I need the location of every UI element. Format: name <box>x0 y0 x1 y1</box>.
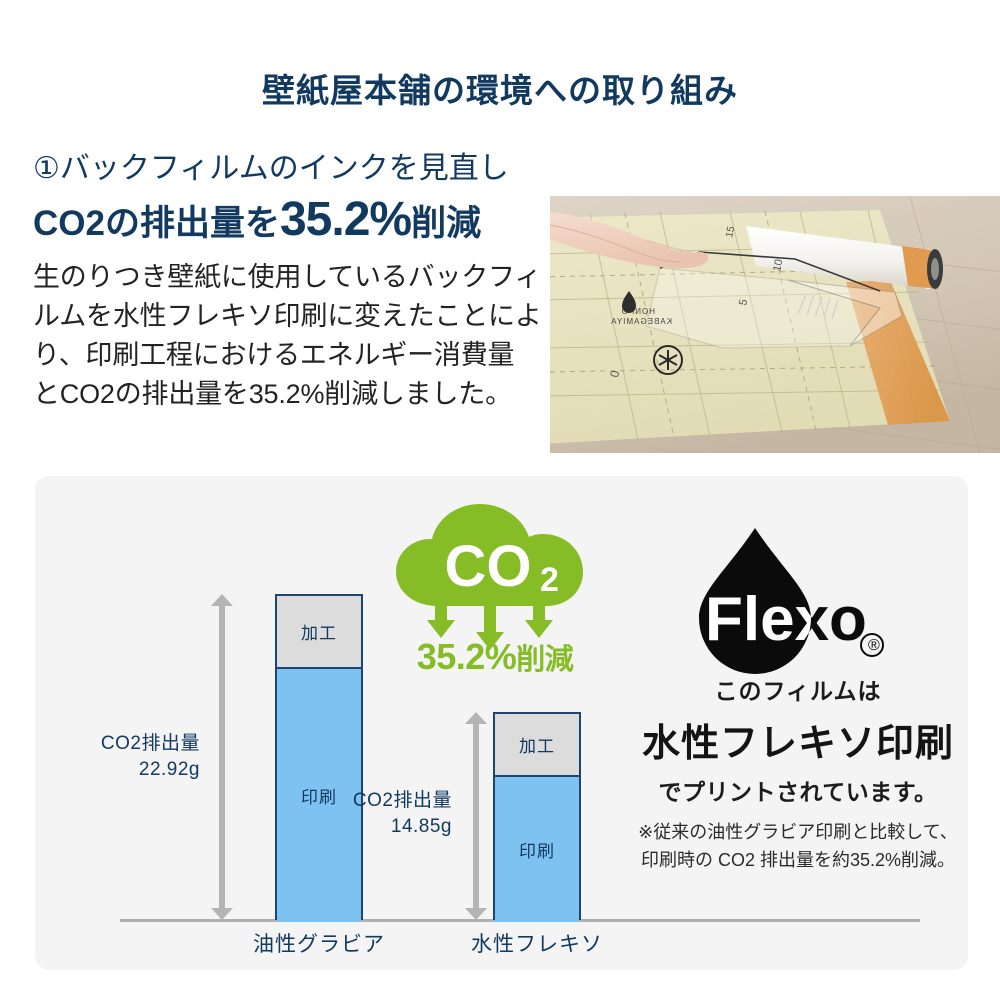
wallpaper-backfilm-photo: KABEGAMIYA HONPO 0 5 10 15 <box>550 196 1000 453</box>
intro-step-heading: ①バックフィルムのインクを見直し <box>33 152 509 185</box>
category-label-flexo: 水性フレキソ <box>471 933 603 956</box>
co2-reduction-value: 35.2% <box>416 636 517 677</box>
arrow-head-up-icon <box>465 712 487 724</box>
co2-reduction-suffix: 削減 <box>516 644 574 676</box>
flexo-caption-line2: 水性フレキソ印刷 <box>641 723 954 765</box>
flexo-droplet-icon: Flexo Flexo ® <box>699 528 884 674</box>
intro-body-line: ルムを水性フレキソ印刷に変えたことによ <box>33 301 542 332</box>
intro-body-line: り、印刷工程におけるエネルギー消費量 <box>33 340 515 371</box>
measure-arrow-flexo <box>465 712 487 920</box>
flexo-wordmark-shadow: Flexo <box>705 585 867 654</box>
bar-gravure: 加工 印刷 <box>275 594 363 922</box>
intro-body-line: とCO2の排出量を35.2%削減しました。 <box>33 378 512 409</box>
cloud-down-arrows <box>427 604 553 650</box>
intro-subheading-prefix: CO2の排出量を <box>33 203 280 243</box>
svg-text:2: 2 <box>540 561 559 599</box>
value-label-caption: CO2排出量 <box>100 733 200 754</box>
flexo-info-block: Flexo Flexo ® このフィルムは 水性フレキソ印刷 でプリントされてい… <box>633 516 963 875</box>
arrow-head-down-icon <box>211 908 233 920</box>
intro-section: ①バックフィルムのインクを見直し CO2の排出量を35.2%削減 生のりつき壁紙… <box>33 150 542 414</box>
intro-subheading: CO2の排出量を35.2%削減 <box>33 192 533 247</box>
flexo-footnote-line: ※従来の油性グラビア印刷と比較して、 <box>638 822 958 842</box>
flexo-caption-line3: でプリントされています。 <box>658 779 938 805</box>
arrow-head-down-icon <box>465 908 487 920</box>
svg-text:15: 15 <box>724 225 737 239</box>
co2-cloud-graphic: CO 2 <box>380 494 610 694</box>
intro-subheading-suffix: 削減 <box>411 203 482 243</box>
bar-segment-printing: 印刷 <box>495 777 579 922</box>
flexo-caption-line1: このフィルムは <box>714 678 882 704</box>
co2-bar-chart: CO2排出量 22.92g 加工 印刷 油性グラビア CO2排出量 14.85g <box>35 476 920 970</box>
intro-body-line: 生のりつき壁紙に使用しているバックフィ <box>33 262 542 293</box>
bar-segment-processing: 加工 <box>277 596 361 669</box>
svg-text:0: 0 <box>607 369 622 379</box>
bar-flexo: 加工 印刷 <box>493 712 581 922</box>
arrow-shaft <box>473 722 479 910</box>
co2-reduction-label: 35.2%削減 <box>380 636 610 678</box>
arrow-head-up-icon <box>211 594 233 606</box>
value-label-caption: CO2排出量 <box>352 790 452 811</box>
registered-mark-icon: ® <box>868 637 880 654</box>
photo-illustration: KABEGAMIYA HONPO 0 5 10 15 <box>550 196 1000 453</box>
flexo-footnote: ※従来の油性グラビア印刷と比較して、 印刷時の CO2 排出量を約35.2%削減… <box>633 819 963 875</box>
svg-text:CO: CO <box>445 534 532 599</box>
intro-subheading-value: 35.2% <box>279 192 412 246</box>
page-title: 壁紙屋本舗の環境への取り組み <box>262 72 738 109</box>
category-label-gravure: 油性グラビア <box>253 933 385 956</box>
arrow-shaft <box>219 604 225 910</box>
bar-segment-processing: 加工 <box>495 714 579 777</box>
flexo-wordmark: Flexo <box>705 585 867 654</box>
svg-text:5: 5 <box>737 298 750 306</box>
value-label-amount: 22.92g <box>138 758 200 780</box>
value-label-gravure: CO2排出量 22.92g <box>45 731 200 782</box>
value-label-amount: 14.85g <box>390 815 452 837</box>
flexo-footnote-line: 印刷時の CO2 排出量を約35.2%削減。 <box>640 849 956 870</box>
svg-text:HONPO: HONPO <box>621 307 655 316</box>
bar-segment-printing: 印刷 <box>277 669 361 922</box>
value-label-flexo: CO2排出量 14.85g <box>297 788 452 839</box>
comparison-panel: CO2排出量 22.92g 加工 印刷 油性グラビア CO2排出量 14.85g <box>35 476 968 970</box>
svg-text:10: 10 <box>771 258 785 272</box>
co2-cloud-icon: CO 2 <box>396 504 583 650</box>
svg-text:KABEGAMIYA: KABEGAMIYA <box>610 317 672 326</box>
flexo-logo: Flexo Flexo ® <box>633 516 963 676</box>
intro-body: 生のりつき壁紙に使用しているバックフィ ルムを水性フレキソ印刷に変えたことによ … <box>33 258 542 414</box>
measure-arrow-gravure <box>211 594 233 920</box>
